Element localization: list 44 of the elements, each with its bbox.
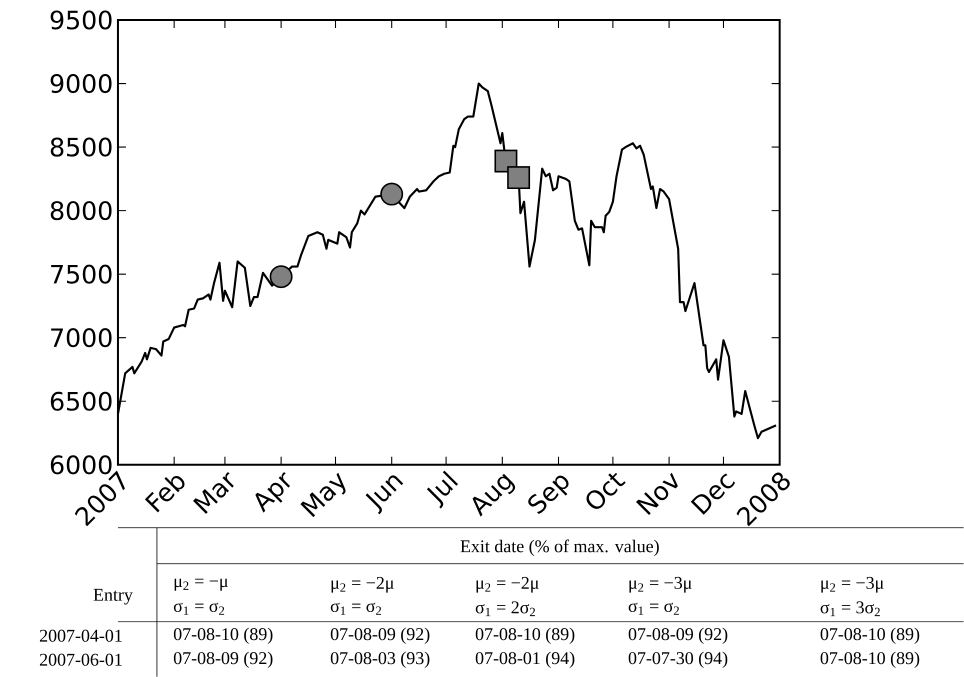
y-tick-label: 8000	[50, 201, 112, 220]
x-tick-label: Jul	[426, 470, 458, 508]
text: 2007-04-01	[40, 630, 122, 642]
x-tick-label: Sep	[528, 476, 569, 514]
text: μ$_{2}$ = −3μ	[629, 576, 692, 593]
y-tick-label: 7000	[51, 328, 112, 348]
x-tick-label: Apr	[255, 472, 290, 513]
x-tick-label: Aug	[472, 474, 516, 517]
text: μ$_{2}$ = −2μ	[476, 576, 539, 593]
text: Exit date (% of max. value)	[460, 540, 659, 556]
y-tick-label: 6500	[50, 392, 112, 411]
text: 07-08-10 (89)	[820, 628, 920, 644]
text: 07-08-09 (92)	[330, 628, 430, 644]
point	[380, 182, 404, 206]
text: 07-08-10 (89)	[820, 652, 920, 668]
x-tick-label: Oct	[586, 472, 626, 509]
text: 07-08-10 (89)	[174, 628, 272, 644]
text: 07-08-09 (92)	[174, 652, 272, 668]
point	[507, 166, 530, 189]
point	[270, 265, 293, 288]
y-tick-label: 9000	[50, 74, 112, 94]
text: μ$_{2}$ = −3μ	[821, 576, 884, 593]
text: 07-07-30 (94)	[628, 652, 728, 668]
x-tick-label: Mar	[193, 472, 234, 514]
text: 2007-06-01	[40, 654, 122, 666]
y-tick-label: 7500	[51, 264, 112, 284]
text: μ$_{2}$ = −μ	[174, 578, 228, 591]
text: μ$_{2}$ = −2μ	[332, 576, 394, 593]
x-tick-label: Jun	[366, 475, 404, 514]
text: 07-08-03 (93)	[330, 652, 430, 668]
text: Entry	[94, 588, 133, 605]
text: 07-08-01 (94)	[476, 652, 574, 668]
text: 07-08-10 (89)	[476, 628, 574, 644]
x-tick-label: Dec	[690, 474, 735, 515]
text: σ$_{1}$ = 2σ$_{2}$	[476, 601, 535, 616]
x-tick-label: Nov	[636, 472, 678, 515]
text: σ$_{1}$ = 3σ$_{2}$	[820, 601, 880, 616]
text: σ$_{1}$ = σ$_{2}$	[174, 602, 224, 615]
text: σ$_{1}$ = σ$_{2}$	[628, 602, 679, 615]
y-tick-label: 8500	[50, 137, 112, 157]
text: 07-08-09 (92)	[628, 628, 728, 644]
text: σ$_{1}$ = σ$_{2}$	[330, 602, 382, 615]
y-tick-label: 9500	[50, 10, 112, 30]
x-tick-label: Feb	[144, 476, 184, 512]
